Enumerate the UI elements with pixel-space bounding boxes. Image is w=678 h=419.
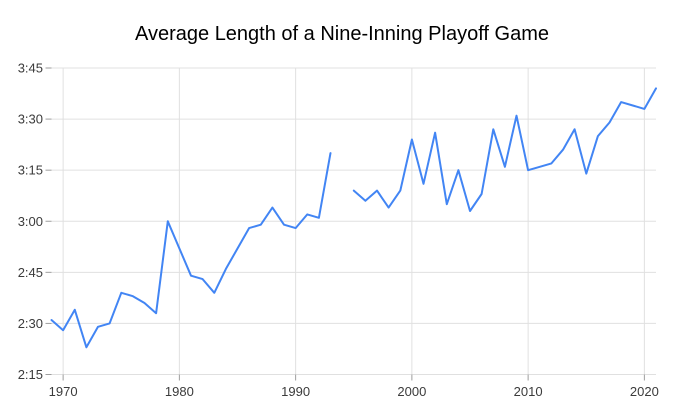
series-line-game-length: [50, 87, 657, 349]
x-tick-label: 2010: [514, 384, 543, 399]
horizontal-gridlines: [51, 67, 656, 375]
y-tick-label: 3:30: [18, 112, 43, 127]
y-tick-label: 2:15: [18, 367, 43, 382]
axis-tick-marks: [45, 67, 645, 381]
x-tick-label: 2000: [397, 384, 426, 399]
y-axis-labels: 2:15 2:30 2:45 3:00 3:15 3:30 3:45: [18, 61, 43, 383]
x-tick-label: 1990: [281, 384, 310, 399]
vertical-gridlines: [62, 68, 645, 375]
chart-title: Average Length of a Nine-Inning Playoff …: [135, 23, 549, 45]
y-tick-label: 2:30: [18, 316, 43, 331]
x-tick-label: 1980: [165, 384, 194, 399]
y-tick-label: 2:45: [18, 265, 43, 280]
x-axis-labels: 1970 1980 1990 2000 2010 2020: [49, 384, 659, 399]
y-tick-label: 3:15: [18, 163, 43, 178]
y-tick-label: 3:00: [18, 214, 43, 229]
x-tick-label: 1970: [49, 384, 78, 399]
x-tick-label: 2020: [630, 384, 659, 399]
y-tick-label: 3:45: [18, 61, 43, 76]
